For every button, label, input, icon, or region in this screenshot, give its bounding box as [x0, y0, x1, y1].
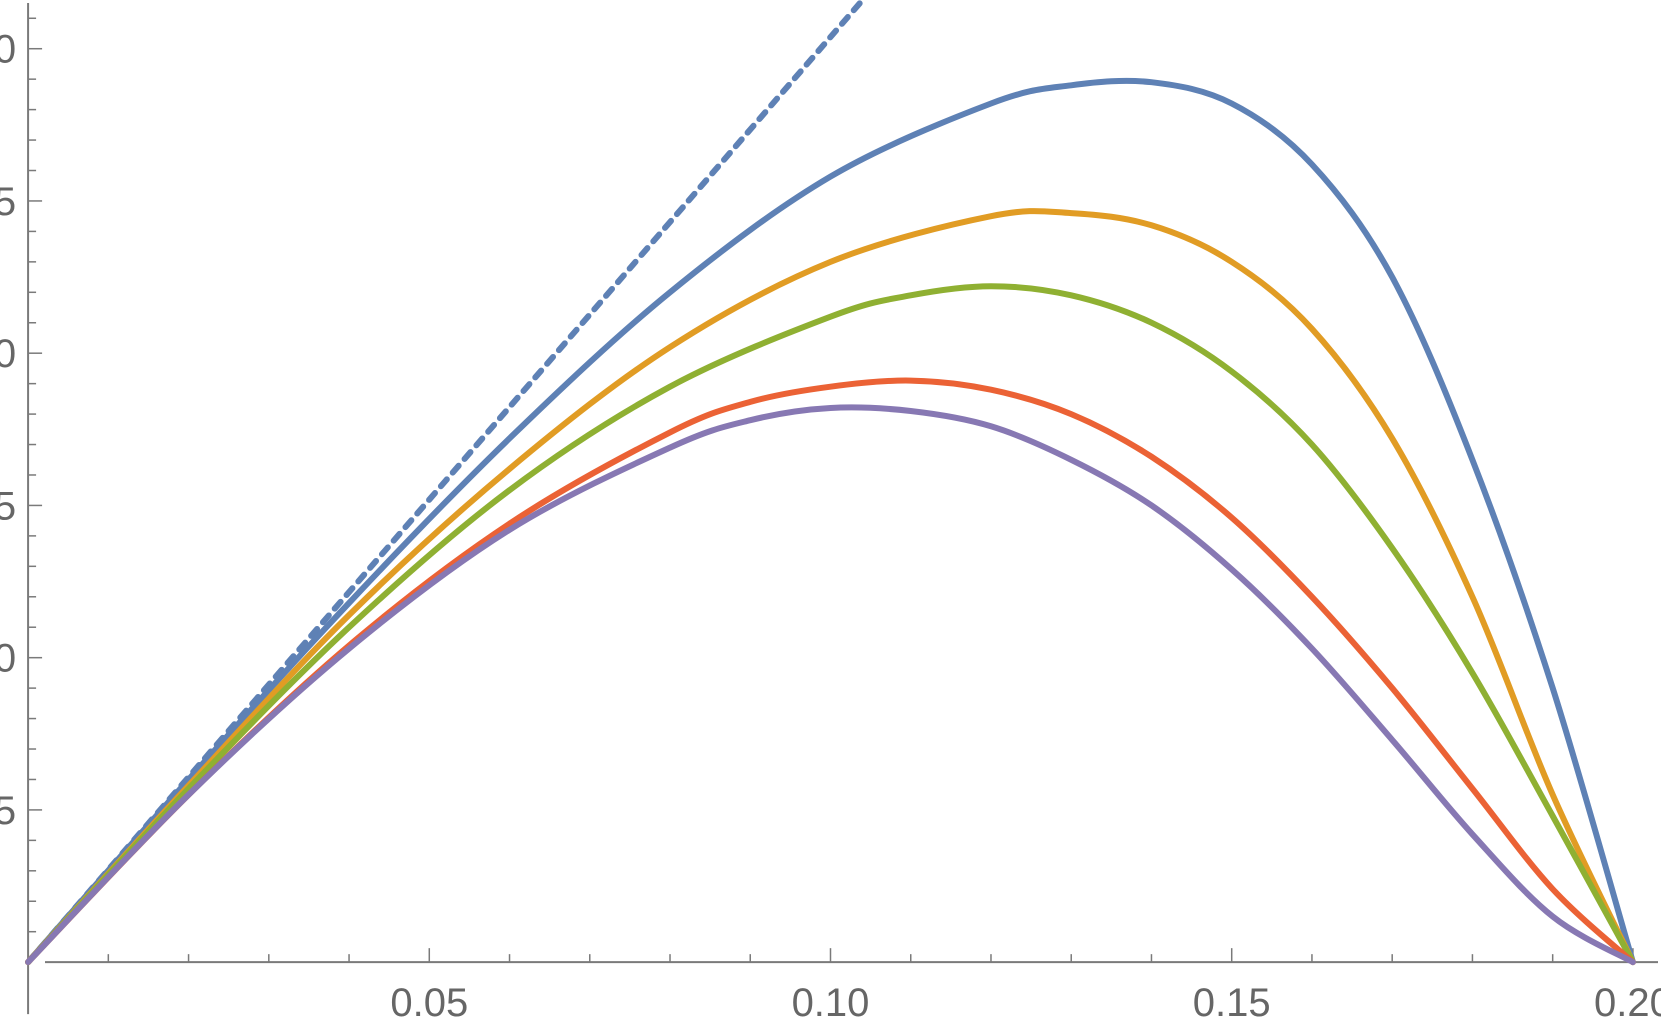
x-tick-label: 0.05 [390, 981, 468, 1020]
x-tick-labels: 0.05 0.10 0.15 0.20 [390, 981, 1661, 1020]
x-tick-label: 0.20 [1594, 981, 1661, 1020]
axes [27, 3, 1658, 1015]
y-tick-labels: 0.5 1.0 1.5 2.0 2.5 3.0 [0, 28, 16, 833]
y-tick-label: 0.5 [0, 789, 16, 833]
y-tick-label: 1.5 [0, 484, 16, 528]
series-curve-3 [25, 283, 1636, 966]
minor-ticks [28, 17, 1634, 963]
y-tick-label: 1.0 [0, 637, 16, 681]
y-tick-label: 3.0 [0, 28, 16, 72]
x-tick-label: 0.15 [1193, 981, 1271, 1020]
series-layer [25, 0, 1636, 966]
series-curve-2 [25, 208, 1636, 966]
y-tick-label: 2.5 [0, 180, 16, 224]
x-tick-label: 0.10 [792, 981, 870, 1020]
y-tick-label: 2.0 [0, 332, 16, 376]
series-curve-1 [25, 77, 1636, 966]
series-curve-5 [25, 404, 1636, 966]
series-curve-4 [25, 377, 1636, 966]
